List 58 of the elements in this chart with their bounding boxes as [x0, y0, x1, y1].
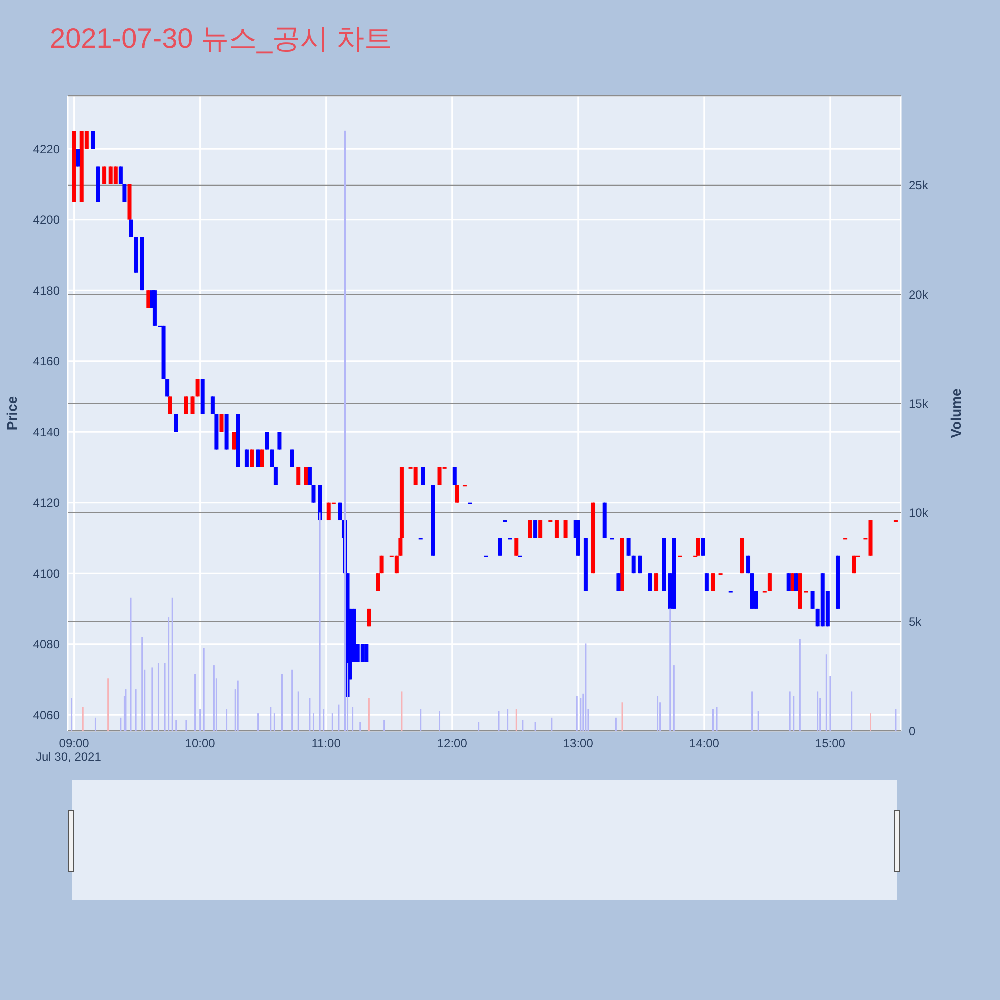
candlestick [534, 520, 538, 539]
candlestick [265, 432, 270, 450]
y-tick-label: 4140 [33, 425, 60, 440]
candlestick [190, 396, 195, 415]
candlestick [184, 396, 188, 415]
y2-tick-label: 0 [909, 724, 916, 738]
candlestick [278, 432, 282, 450]
candlestick [290, 449, 294, 468]
candlestick [768, 573, 772, 592]
text: Jul 30, 2021 [36, 750, 102, 764]
chart-title: 2021-07-30 뉴스_공시 차트 [50, 22, 392, 56]
candlestick [244, 449, 249, 468]
candlestick [704, 573, 709, 592]
y2-tick-label: 15k [909, 396, 930, 411]
candlestick [648, 573, 652, 592]
x-tick-label: 13:00 [563, 736, 594, 751]
y-tick-label: 4080 [33, 638, 60, 652]
candlestick [455, 484, 460, 504]
candlestick [376, 573, 380, 592]
x-tick-label: 10:00 [185, 736, 216, 751]
y-tick-label: 4100 [33, 566, 60, 581]
x-tick-label: 12:00 [437, 736, 468, 751]
y-axis-title: Price [4, 396, 20, 431]
candlestick [554, 520, 559, 539]
y-tick-label: 4200 [33, 213, 60, 228]
candlestick [810, 590, 815, 610]
candlestick [270, 449, 274, 468]
x-tick-label: 09:00 [59, 736, 90, 751]
y-tick-label: 4180 [33, 284, 60, 298]
y-tick-label: 4160 [33, 354, 60, 369]
y-tick-label: 4220 [33, 142, 60, 156]
candlestick [711, 573, 716, 592]
candlestick [701, 538, 706, 556]
x-tick-label: 11:00 [312, 736, 342, 751]
candlestick [786, 573, 791, 592]
y2-tick-label: 20k [909, 288, 930, 302]
candlestick [168, 396, 172, 415]
candlestick [196, 378, 200, 398]
y2-tick-label: 5k [909, 615, 923, 630]
y2-axis-title: Volume [948, 388, 964, 438]
x-tick-label: 14:00 [689, 736, 720, 751]
candlestick [514, 538, 519, 556]
candlestick [76, 148, 80, 168]
candlestick [626, 538, 631, 556]
y-tick-label: 4060 [33, 708, 60, 722]
y2-tick-label: 25k [909, 178, 930, 193]
candlestick [146, 290, 151, 309]
y-tick-label: 4120 [33, 496, 60, 510]
candlestick [564, 520, 568, 539]
y2-tick-label: 10k [909, 506, 930, 520]
candlestick [256, 449, 260, 468]
candlestick [794, 573, 798, 592]
candlestick [498, 538, 502, 556]
candlestick [102, 166, 107, 185]
candlestick [616, 573, 621, 592]
x-tick-label: 15:00 [815, 736, 846, 751]
candlestick [538, 520, 543, 539]
candlestick [654, 573, 659, 592]
